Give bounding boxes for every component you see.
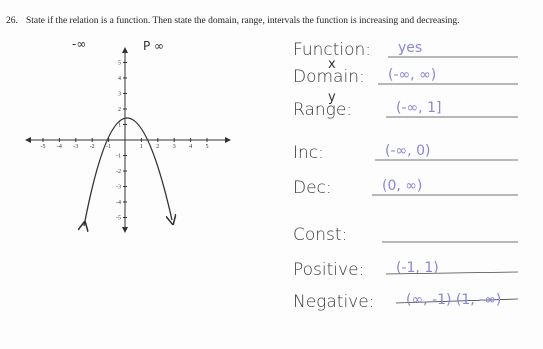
x-tick-label: 3 bbox=[173, 144, 176, 150]
y-tick-label: -2 bbox=[116, 169, 121, 175]
field-label: Positive: bbox=[293, 260, 364, 280]
answer: (-∞, 1] bbox=[396, 100, 441, 116]
y-tick-label: -5 bbox=[116, 216, 121, 222]
x-tick-label: -1 bbox=[106, 144, 111, 150]
y-tick-label: 5 bbox=[118, 61, 121, 67]
x-tick-label: -3 bbox=[73, 144, 78, 150]
x-tick-label: -4 bbox=[57, 144, 62, 150]
x-tick-label: 2 bbox=[156, 144, 159, 150]
y-tick-label: -3 bbox=[116, 185, 121, 191]
y-tick-label: 3 bbox=[118, 92, 121, 98]
x-tick-label: 4 bbox=[189, 144, 192, 150]
y-tick-label: -1 bbox=[116, 154, 121, 160]
field-label: Negative: bbox=[293, 292, 374, 312]
answer: (∞, -1) (1, -∞) bbox=[406, 292, 501, 308]
problem-number: 26. bbox=[6, 16, 18, 26]
answer-line bbox=[385, 271, 519, 275]
field-label: Range: bbox=[293, 100, 352, 120]
y-tick-label: 4 bbox=[118, 76, 121, 82]
answer: (0, ∞) bbox=[382, 178, 422, 194]
answer: (-∞, 0) bbox=[385, 143, 430, 159]
problem-text: State if the relation is a function. The… bbox=[26, 16, 460, 26]
note: x bbox=[328, 57, 336, 72]
y-tick-label: 1 bbox=[118, 123, 121, 129]
x-tick-label: 1 bbox=[140, 144, 143, 150]
field-label: Dec: bbox=[293, 178, 332, 198]
y-tick-label: -4 bbox=[116, 200, 121, 206]
parabola bbox=[84, 117, 172, 226]
note: -∞ bbox=[72, 37, 86, 51]
x-tick-label: -2 bbox=[90, 144, 95, 150]
field-label: Domain: bbox=[293, 67, 365, 87]
note: P ∞ bbox=[143, 39, 164, 53]
field-label: Const: bbox=[293, 225, 347, 245]
answer-line bbox=[395, 298, 519, 304]
note: y bbox=[328, 90, 336, 105]
y-tick-label: 2 bbox=[118, 107, 121, 113]
answer: (-∞, ∞) bbox=[388, 67, 436, 83]
x-tick-label: 5 bbox=[206, 144, 209, 150]
answer: yes bbox=[398, 40, 422, 56]
answer: (-1, 1) bbox=[396, 260, 439, 276]
field-label: Inc: bbox=[293, 143, 324, 163]
field-label: Function: bbox=[293, 40, 371, 60]
x-tick-label: -5 bbox=[41, 144, 46, 150]
